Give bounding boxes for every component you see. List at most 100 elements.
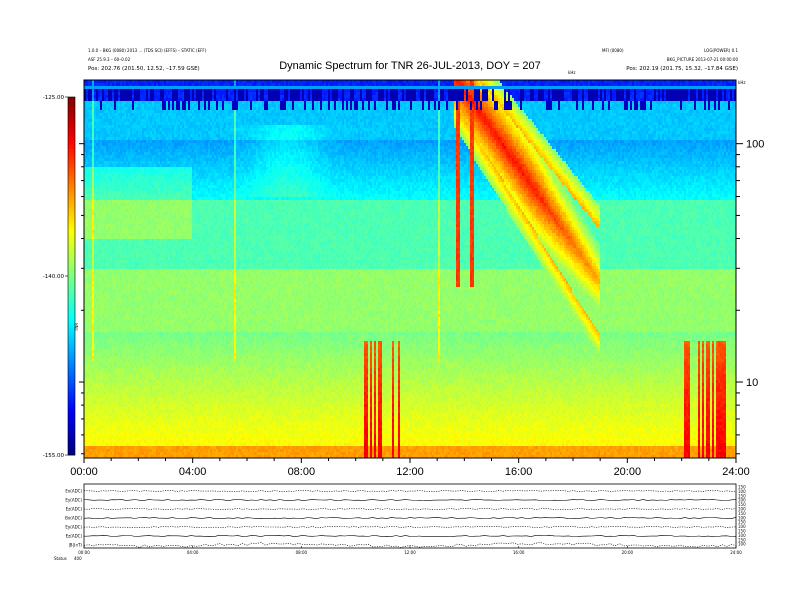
- spectrogram-cell: [86, 92, 88, 95]
- spectrogram-cell: [102, 263, 104, 266]
- spectrogram-cell: [92, 287, 94, 290]
- spectrogram-cell: [134, 356, 136, 359]
- spectrogram-cell: [126, 227, 128, 230]
- spectrogram-cell: [146, 449, 148, 452]
- spectrogram-cell: [104, 134, 106, 137]
- spectrogram-cell: [122, 353, 124, 356]
- spectrogram-cell: [144, 224, 146, 227]
- spectrogram-cell: [148, 371, 150, 374]
- spectrogram-cell: [114, 449, 116, 452]
- spectrogram-cell: [150, 356, 152, 359]
- spectrogram-cell: [104, 101, 106, 104]
- spectrogram-cell: [112, 212, 114, 215]
- spectrogram-cell: [110, 359, 112, 362]
- spectrogram-cell: [152, 200, 154, 203]
- spectrogram-cell: [116, 395, 118, 398]
- spectrogram-cell: [122, 434, 124, 437]
- spectrogram-cell: [94, 197, 96, 200]
- spectrogram-cell: [124, 335, 126, 338]
- spectrogram-cell: [90, 398, 92, 401]
- spectrogram-cell: [102, 260, 104, 263]
- spectrogram-cell: [128, 347, 130, 350]
- spectrogram-cell: [134, 194, 136, 197]
- spectrogram-cell: [90, 371, 92, 374]
- spectrogram-cell: [146, 437, 148, 440]
- spectrogram-cell: [118, 413, 120, 416]
- spectrogram-cell: [104, 365, 106, 368]
- spectrogram-cell: [86, 269, 88, 272]
- spectrogram-cell: [110, 380, 112, 383]
- spectrogram-cell: [98, 359, 100, 362]
- spectrogram-cell: [150, 110, 152, 113]
- spectrogram-cell: [88, 230, 90, 233]
- spectrogram-cell: [128, 311, 130, 314]
- spectrogram-cell: [136, 128, 138, 131]
- spectrogram-cell: [144, 407, 146, 410]
- spectrogram-cell: [98, 212, 100, 215]
- spectrogram-cell: [152, 89, 154, 92]
- spectrogram-cell: [106, 407, 108, 410]
- spectrogram-cell: [96, 203, 98, 206]
- spectrogram-cell: [112, 257, 114, 260]
- spectrogram-cell: [136, 299, 138, 302]
- spectrogram-cell: [108, 323, 110, 326]
- spectrogram-cell: [116, 293, 118, 296]
- spectrogram-cell: [134, 293, 136, 296]
- spectrogram-cell: [122, 380, 124, 383]
- spectrogram-cell: [106, 392, 108, 395]
- spectrogram-cell: [100, 413, 102, 416]
- spectrogram-cell: [126, 146, 128, 149]
- spectrogram-cell: [136, 191, 138, 194]
- spectrogram-cell: [134, 152, 136, 155]
- spectrogram-cell: [114, 440, 116, 443]
- spectrogram-cell: [96, 170, 98, 173]
- spectrogram-cell: [94, 413, 96, 416]
- spectrogram-cell: [110, 437, 112, 440]
- spectrogram-cell: [90, 146, 92, 149]
- spectrogram-cell: [112, 326, 114, 329]
- spectrogram-cell: [138, 206, 140, 209]
- spectrogram-cell: [90, 395, 92, 398]
- spectrogram-cell: [136, 164, 138, 167]
- spectrogram-cell: [106, 212, 108, 215]
- spectrogram-cell: [92, 239, 94, 242]
- spectrogram-cell: [96, 131, 98, 134]
- spectrogram-cell: [102, 218, 104, 221]
- spectrogram-cell: [132, 155, 134, 158]
- spectrogram-cell: [104, 284, 106, 287]
- spectrogram-cell: [106, 263, 108, 266]
- spectrogram-cell: [136, 203, 138, 206]
- spectrogram-cell: [134, 359, 136, 362]
- spectrogram-cell: [124, 374, 126, 377]
- spectrogram-cell: [118, 155, 120, 158]
- spectrogram-cell: [110, 356, 112, 359]
- spectrogram-cell: [90, 173, 92, 176]
- spectrogram-cell: [108, 248, 110, 251]
- spectrogram-cell: [98, 422, 100, 425]
- spectrogram-cell: [132, 176, 134, 179]
- spectrogram-cell: [100, 149, 102, 152]
- spectrogram-cell: [128, 164, 130, 167]
- spectrogram-cell: [108, 308, 110, 311]
- spectrogram-cell: [98, 332, 100, 335]
- spectrogram-cell: [130, 182, 132, 185]
- spectrogram-cell: [146, 398, 148, 401]
- spectrogram-cell: [100, 170, 102, 173]
- spectrogram-cell: [98, 161, 100, 164]
- spectrogram-cell: [96, 320, 98, 323]
- spectrogram-cell: [138, 440, 140, 443]
- spectrogram-cell: [134, 269, 136, 272]
- spectrogram-cell: [150, 311, 152, 314]
- spectrogram-cell: [146, 296, 148, 299]
- spectrogram-cell: [108, 296, 110, 299]
- spectrogram-cell: [120, 428, 122, 431]
- spectrogram-cell: [108, 128, 110, 131]
- spectrogram-cell: [100, 359, 102, 362]
- spectrogram-cell: [88, 299, 90, 302]
- spectrogram-cell: [130, 98, 132, 101]
- spectrogram-cell: [86, 350, 88, 353]
- spectrogram-cell: [96, 107, 98, 110]
- spectrogram-cell: [114, 365, 116, 368]
- spectrogram-cell: [88, 161, 90, 164]
- spectrogram-cell: [122, 266, 124, 269]
